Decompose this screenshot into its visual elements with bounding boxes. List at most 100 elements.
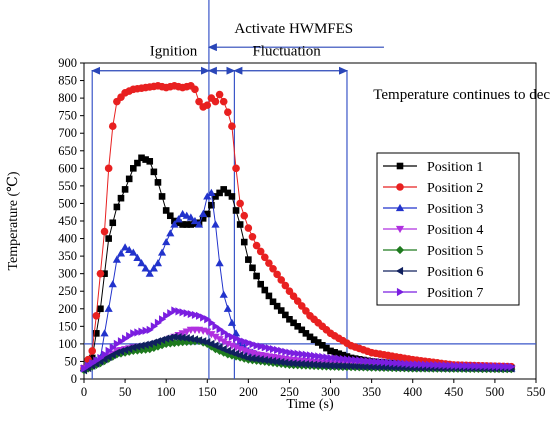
y-tick-label: 0 <box>71 372 77 386</box>
data-point <box>305 360 314 369</box>
data-point <box>265 344 274 353</box>
data-point <box>166 339 175 348</box>
y-tick-label: 550 <box>58 179 77 193</box>
data-point <box>265 292 273 300</box>
data-point <box>211 345 220 354</box>
data-point <box>220 328 228 337</box>
data-point <box>145 339 153 348</box>
data-point <box>200 313 208 322</box>
data-point <box>252 241 261 250</box>
data-point <box>327 353 335 363</box>
data-point <box>232 164 240 173</box>
data-point <box>311 351 319 360</box>
data-point <box>166 212 174 220</box>
data-point <box>93 356 101 365</box>
x-tick-label: 500 <box>486 385 505 399</box>
data-point <box>401 359 409 368</box>
data-point <box>293 359 301 368</box>
data-point <box>273 302 281 310</box>
data-point <box>80 364 89 373</box>
data-point <box>442 361 450 370</box>
data-point <box>203 328 212 336</box>
data-point <box>290 349 298 358</box>
x-tick-label: 300 <box>321 385 340 399</box>
legend-entry: Position 3 <box>383 202 483 217</box>
data-point <box>108 280 117 288</box>
legend-label: Position 2 <box>427 181 483 196</box>
data-point <box>269 345 278 354</box>
data-point <box>364 356 372 366</box>
data-point <box>183 221 191 228</box>
data-point <box>145 345 154 354</box>
data-point <box>104 164 113 173</box>
data-point <box>138 327 146 336</box>
data-point <box>175 219 182 227</box>
data-point <box>471 361 479 371</box>
data-point <box>137 259 146 267</box>
data-point <box>434 360 442 370</box>
data-point <box>302 350 310 359</box>
data-point <box>112 255 121 263</box>
data-point <box>157 341 167 350</box>
data-point <box>277 358 285 367</box>
y-tick-label: 600 <box>58 161 77 175</box>
data-point <box>224 331 232 340</box>
data-point <box>322 361 330 370</box>
data-point <box>109 219 117 227</box>
data-point <box>260 355 268 365</box>
data-point <box>88 354 96 362</box>
data-point <box>232 334 241 343</box>
data-point <box>215 90 224 99</box>
data-point <box>265 259 273 267</box>
data-point <box>179 308 187 317</box>
data-point <box>306 351 315 360</box>
data-point <box>389 358 397 367</box>
data-point <box>342 361 351 371</box>
legend-marker <box>396 287 405 297</box>
data-point <box>282 311 289 319</box>
data-point <box>187 221 195 228</box>
data-point <box>199 209 208 218</box>
data-point <box>241 337 249 346</box>
data-point <box>194 336 203 345</box>
data-point <box>339 354 347 364</box>
data-point <box>167 309 175 318</box>
data-point <box>113 339 121 348</box>
data-point <box>330 361 338 370</box>
data-point <box>149 338 157 347</box>
data-point <box>215 259 224 267</box>
data-point <box>220 186 228 193</box>
ignition-label: Ignition <box>150 43 198 59</box>
data-point <box>134 159 141 167</box>
data-point <box>120 243 130 251</box>
data-point <box>224 189 232 197</box>
data-point <box>286 348 294 357</box>
data-point <box>112 348 120 357</box>
data-point <box>88 347 97 355</box>
data-point <box>290 319 297 327</box>
data-point <box>170 332 178 341</box>
data-point <box>323 353 331 362</box>
data-point <box>257 280 264 288</box>
data-point <box>285 359 293 368</box>
data-point <box>96 269 105 278</box>
legend-entry: Position 4 <box>383 223 483 238</box>
data-point <box>261 286 269 294</box>
data-point <box>421 360 430 369</box>
y-tick-label: 500 <box>58 196 77 210</box>
data-point <box>133 342 141 351</box>
data-point <box>380 358 389 367</box>
data-point <box>171 306 179 315</box>
data-point <box>298 350 306 359</box>
x-tick-label: 0 <box>81 385 87 399</box>
data-point <box>178 333 186 342</box>
data-point <box>158 193 166 200</box>
legend-label: Position 7 <box>427 286 483 301</box>
data-point <box>163 311 171 320</box>
data-point <box>495 362 504 371</box>
data-point <box>240 211 249 220</box>
fluctuation-label: Fluctuation <box>252 43 321 59</box>
data-point <box>100 329 109 337</box>
data-point <box>130 329 138 338</box>
data-point <box>207 331 216 339</box>
